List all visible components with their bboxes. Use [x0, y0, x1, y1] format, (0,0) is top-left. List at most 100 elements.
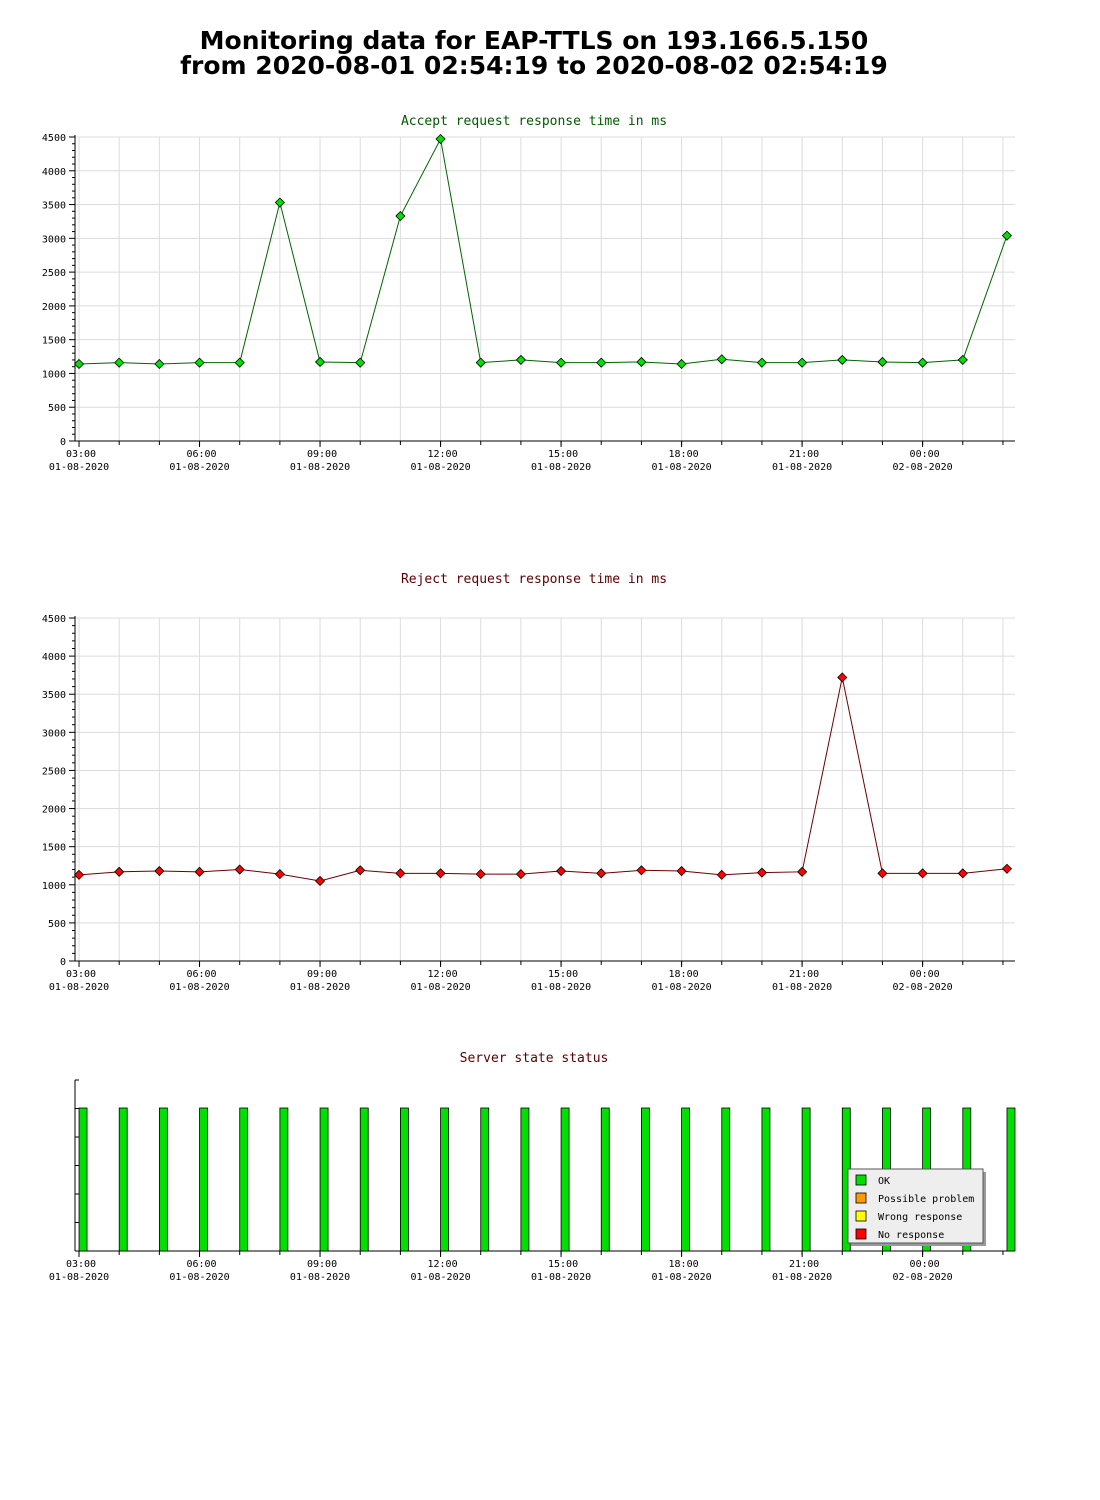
status-bar — [279, 1107, 289, 1252]
status-bar — [480, 1107, 490, 1252]
status-bar — [801, 1107, 811, 1252]
y-tick-label: 500 — [48, 919, 66, 930]
status-bar — [761, 1107, 771, 1252]
status-bar — [400, 1107, 409, 1252]
x-tick-time-label: 18:00 — [669, 969, 699, 980]
data-point-marker — [636, 865, 647, 876]
status-bar — [158, 1107, 168, 1252]
y-tick-label: 0 — [60, 957, 66, 968]
data-point-marker — [475, 869, 486, 880]
y-tick-label: 3000 — [42, 728, 66, 739]
y-tick-label: 3000 — [42, 234, 66, 245]
data-point-marker — [154, 358, 165, 370]
y-tick-label: 2000 — [42, 805, 66, 816]
data-point-marker — [114, 357, 125, 368]
x-tick-date-label: 01-08-2020 — [49, 982, 109, 993]
x-tick-time-label: 12:00 — [428, 449, 458, 460]
data-point-marker — [234, 357, 245, 368]
data-point-marker — [274, 869, 285, 880]
data-point-marker — [435, 868, 446, 879]
data-point-marker — [756, 357, 767, 368]
x-tick-date-label: 01-08-2020 — [169, 462, 229, 473]
x-tick-date-label: 01-08-2020 — [651, 462, 711, 473]
x-tick-date-label: 01-08-2020 — [772, 1272, 832, 1283]
x-tick-date-label: 01-08-2020 — [531, 462, 591, 473]
y-tick-label: 1000 — [42, 369, 66, 380]
x-tick-date-label: 01-08-2020 — [531, 982, 591, 993]
data-point-marker — [596, 357, 607, 368]
data-point-marker — [716, 869, 727, 880]
x-tick-time-label: 03:00 — [66, 1259, 96, 1270]
data-point-marker — [515, 869, 526, 880]
data-point-marker — [837, 672, 848, 683]
status-bar — [721, 1107, 731, 1252]
server-state-status-chart: Server state status 03:00 01-08-2020 06:00 0… — [49, 1051, 1016, 1283]
y-tick-label: 1000 — [42, 881, 66, 892]
legend-label: OK — [878, 1176, 890, 1187]
data-point-marker — [676, 358, 687, 370]
x-tick-time-label: 09:00 — [307, 1259, 337, 1270]
x-tick-date-label: 01-08-2020 — [772, 462, 832, 473]
data-point-marker — [154, 865, 165, 877]
y-tick-label: 2500 — [42, 766, 66, 777]
status-bar — [319, 1107, 329, 1252]
data-point-marker — [355, 865, 366, 876]
data-point-marker — [73, 358, 85, 370]
data-point-marker — [395, 210, 406, 222]
x-tick-date-label: 01-08-2020 — [290, 462, 350, 473]
status-bar — [681, 1107, 690, 1252]
data-point-marker — [475, 357, 486, 368]
x-tick-time-label: 21:00 — [789, 969, 819, 980]
legend-label: Possible problem — [878, 1194, 974, 1205]
data-point-marker — [1001, 863, 1013, 874]
x-tick-date-label: 01-08-2020 — [49, 1272, 109, 1283]
legend-swatch — [855, 1192, 867, 1204]
data-point-marker — [716, 354, 727, 365]
status-bar — [641, 1107, 650, 1252]
reject-response-time-chart: Reject request response time in ms 0 500 10… — [42, 572, 1015, 993]
x-tick-time-label: 06:00 — [186, 969, 216, 980]
chart-title: Reject request response time in ms — [401, 572, 667, 587]
legend-label: No response — [878, 1230, 944, 1241]
x-tick-date-label: 02-08-2020 — [892, 1272, 952, 1283]
legend-swatch — [855, 1174, 867, 1186]
data-point-marker — [73, 869, 85, 880]
data-point-marker — [917, 868, 928, 879]
x-tick-date-label: 01-08-2020 — [410, 1272, 470, 1283]
x-tick-time-label: 06:00 — [186, 449, 216, 460]
x-tick-date-label: 02-08-2020 — [892, 982, 952, 993]
legend-box — [847, 1168, 984, 1244]
status-bar — [199, 1107, 208, 1252]
x-tick-time-label: 15:00 — [548, 1259, 578, 1270]
data-point-marker — [797, 866, 808, 877]
accept-response-time-chart: Accept request response time in ms 0 500 10… — [42, 114, 1015, 473]
x-tick-time-label: 12:00 — [428, 969, 458, 980]
x-tick-time-label: 00:00 — [910, 1259, 940, 1270]
legend-swatch — [855, 1228, 867, 1240]
status-bar — [239, 1107, 249, 1252]
data-point-marker — [917, 357, 928, 368]
data-point-marker — [435, 133, 446, 145]
x-tick-time-label: 15:00 — [548, 969, 578, 980]
y-tick-label: 4500 — [42, 133, 66, 144]
status-bar — [600, 1107, 610, 1252]
data-point-marker — [556, 865, 567, 877]
x-tick-time-label: 09:00 — [307, 449, 337, 460]
x-tick-time-label: 06:00 — [186, 1259, 216, 1270]
data-point-marker — [1001, 230, 1013, 241]
y-tick-label: 4000 — [42, 167, 66, 178]
x-tick-time-label: 21:00 — [789, 449, 819, 460]
data-point-marker — [355, 357, 366, 368]
data-point-marker — [314, 356, 326, 368]
status-bar — [520, 1107, 530, 1252]
y-tick-label: 3500 — [42, 690, 66, 701]
data-point-marker — [877, 356, 888, 368]
page-title-line-2: from 2020-08-01 02:54:19 to 2020-08-02 0… — [180, 51, 888, 80]
x-tick-time-label: 21:00 — [789, 1259, 819, 1270]
data-point-marker — [636, 356, 647, 368]
page-title-line-1: Monitoring data for EAP-TTLS on 193.166.… — [199, 26, 869, 55]
status-bar — [1006, 1107, 1016, 1252]
series-line — [78, 677, 1008, 882]
data-point-marker — [114, 866, 125, 877]
data-point-marker — [234, 864, 245, 875]
